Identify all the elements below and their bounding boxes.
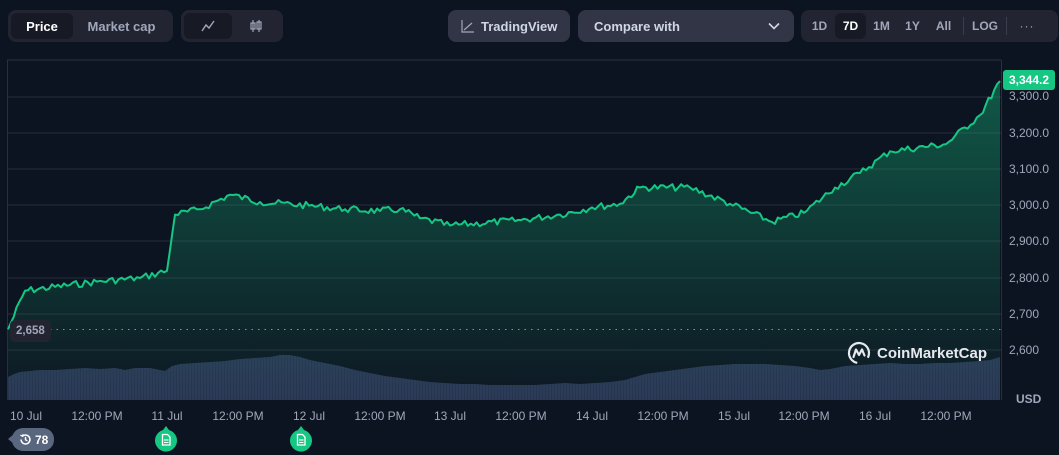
x-axis-label: 12:00 PM <box>71 409 123 423</box>
chart-style-toggle <box>181 10 283 42</box>
price-line <box>7 80 1001 330</box>
x-axis-label: 10 Jul <box>9 409 43 423</box>
x-axis-label: 11 Jul <box>151 409 183 423</box>
divider <box>963 17 964 35</box>
coinmarketcap-logo-icon <box>847 341 871 365</box>
watermark-label: CoinMarketCap <box>877 344 988 362</box>
range-7d[interactable]: 7D <box>835 13 866 39</box>
badge-body: 78 <box>12 428 54 451</box>
document-icon <box>296 433 306 446</box>
y-axis-label: 3,300.0 <box>1009 89 1050 103</box>
tradingview-chart-icon <box>461 20 474 33</box>
line-chart-icon <box>201 20 215 32</box>
candlestick-button[interactable] <box>232 13 280 39</box>
history-count: 78 <box>35 432 49 447</box>
x-axis-label: 12:00 PM <box>778 409 830 423</box>
y-axis-label: 3,100.0 <box>1009 162 1050 176</box>
x-axis-label: 12:00 PM <box>354 409 406 423</box>
document-icon <box>161 433 171 446</box>
tradingview-button[interactable]: TradingView <box>448 10 570 42</box>
compare-with-label: Compare with <box>594 18 680 34</box>
y-axis-label: 3,000.0 <box>1009 198 1050 212</box>
time-range-selector: 1D 7D 1M 1Y All LOG ··· <box>801 10 1058 42</box>
price-area <box>8 81 1000 400</box>
line-chart-button[interactable] <box>184 13 232 39</box>
candlestick-icon <box>250 20 262 32</box>
x-axis-label: 12:00 PM <box>637 409 689 423</box>
badge-pointer <box>8 434 14 444</box>
x-axis-label: 14 Jul <box>575 409 609 423</box>
currency-label: USD <box>1016 392 1042 406</box>
x-axis-label: 12 Jul <box>292 409 326 423</box>
price-tab[interactable]: Price <box>11 13 73 39</box>
range-1y[interactable]: 1Y <box>905 19 920 33</box>
divider <box>1006 17 1007 35</box>
log-scale-toggle[interactable]: LOG <box>972 19 998 33</box>
tradingview-label: TradingView <box>481 18 558 34</box>
history-events-badge[interactable]: 78 <box>8 428 54 451</box>
history-icon <box>20 434 31 445</box>
x-axis-label: 13 Jul <box>433 409 467 423</box>
y-axis-label: 2,800.0 <box>1009 271 1050 285</box>
open-price-badge: 2,658 <box>10 320 51 342</box>
y-axis-label: 2,700 <box>1009 307 1040 321</box>
compare-with-dropdown[interactable]: Compare with <box>578 10 794 42</box>
news-marker-11-jul[interactable] <box>154 426 178 452</box>
x-axis-label: 16 Jul <box>858 409 892 423</box>
range-1d[interactable]: 1D <box>811 19 828 33</box>
x-axis-label: 12:00 PM <box>495 409 547 423</box>
chart-type-toggle: Price Market cap <box>8 10 173 42</box>
y-axis-label: 3,200.0 <box>1009 126 1050 140</box>
y-axis-label: 2,600 <box>1009 343 1040 357</box>
coinmarketcap-watermark: CoinMarketCap <box>847 341 987 365</box>
last-price-badge: 3,344.2 <box>1003 70 1055 90</box>
x-axis-label: 12:00 PM <box>212 409 264 423</box>
news-marker-12-jul[interactable] <box>289 426 313 452</box>
more-options-button[interactable]: ··· <box>1019 19 1035 33</box>
range-1m[interactable]: 1M <box>873 19 890 33</box>
x-axis-label: 15 Jul <box>717 409 751 423</box>
market-cap-tab[interactable]: Market cap <box>87 18 156 34</box>
x-axis-label: 12:00 PM <box>920 409 972 423</box>
chevron-down-icon <box>768 22 780 30</box>
range-all[interactable]: All <box>935 19 952 33</box>
y-axis-label: 2,900.0 <box>1009 234 1050 248</box>
